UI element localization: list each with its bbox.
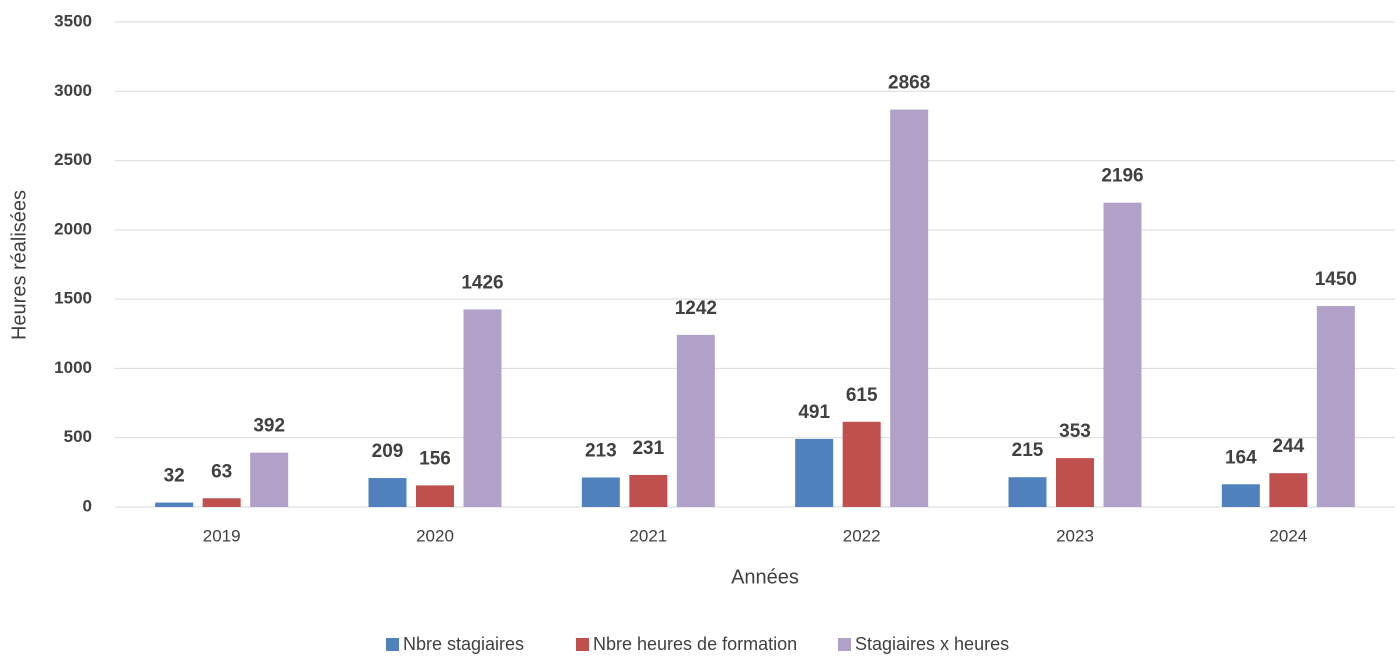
- bar: [155, 502, 194, 507]
- y-tick-label: 0: [83, 496, 92, 515]
- value-label: 244: [1272, 436, 1304, 457]
- bar: [1316, 306, 1355, 507]
- value-label: 1242: [675, 298, 717, 319]
- x-tick-label: 2023: [1056, 526, 1094, 545]
- bar: [1269, 473, 1308, 507]
- legend-swatch: [576, 638, 589, 651]
- x-tick-label: 2020: [416, 526, 454, 545]
- x-tick-label: 2022: [843, 526, 881, 545]
- value-label: 164: [1225, 447, 1257, 468]
- value-label: 353: [1059, 421, 1091, 442]
- y-tick-label: 2500: [54, 150, 92, 169]
- x-tick-label: 2024: [1269, 526, 1307, 545]
- legend-swatch: [386, 638, 399, 651]
- y-tick-label: 1000: [54, 358, 92, 377]
- bar: [368, 478, 407, 507]
- bar: [629, 474, 668, 507]
- y-tick-label: 500: [64, 427, 92, 446]
- x-axis-title: Années: [731, 566, 799, 588]
- bar: [416, 485, 454, 507]
- bar: [676, 334, 715, 507]
- value-label: 1426: [461, 272, 503, 293]
- value-label: 63: [211, 461, 232, 482]
- bar: [250, 452, 289, 507]
- x-tick-label: 2021: [629, 526, 667, 545]
- x-tick-label: 2019: [203, 526, 241, 545]
- bar: [795, 438, 834, 507]
- bar: [842, 421, 881, 507]
- value-label: 231: [632, 438, 664, 459]
- legend-swatch: [838, 638, 851, 651]
- bar: [581, 477, 620, 507]
- bar: [1221, 484, 1260, 507]
- value-label: 491: [798, 402, 830, 423]
- y-axis-title: Heures réalisées: [8, 190, 30, 340]
- value-label: 209: [372, 441, 404, 462]
- value-label: 1450: [1315, 269, 1357, 290]
- y-tick-label: 2000: [54, 219, 92, 238]
- bar: [202, 498, 241, 507]
- legend-label: Stagiaires x heures: [855, 634, 1009, 654]
- y-tick-label: 3000: [54, 81, 92, 100]
- legend-label: Nbre stagiaires: [403, 634, 524, 654]
- value-label: 213: [585, 440, 617, 461]
- value-label: 2196: [1101, 166, 1143, 187]
- bar: [1056, 458, 1094, 507]
- bar: [1103, 202, 1142, 507]
- y-tick-label: 1500: [54, 289, 92, 308]
- bar: [890, 109, 929, 507]
- value-label: 615: [846, 385, 878, 406]
- value-label: 2868: [888, 73, 930, 94]
- value-label: 392: [253, 416, 285, 437]
- value-label: 215: [1012, 440, 1044, 461]
- value-label: 32: [164, 466, 185, 487]
- bar: [1008, 477, 1047, 507]
- y-tick-label: 3500: [54, 11, 92, 30]
- value-label: 156: [419, 448, 451, 469]
- bar: [463, 309, 502, 507]
- legend-label: Nbre heures de formation: [593, 634, 797, 654]
